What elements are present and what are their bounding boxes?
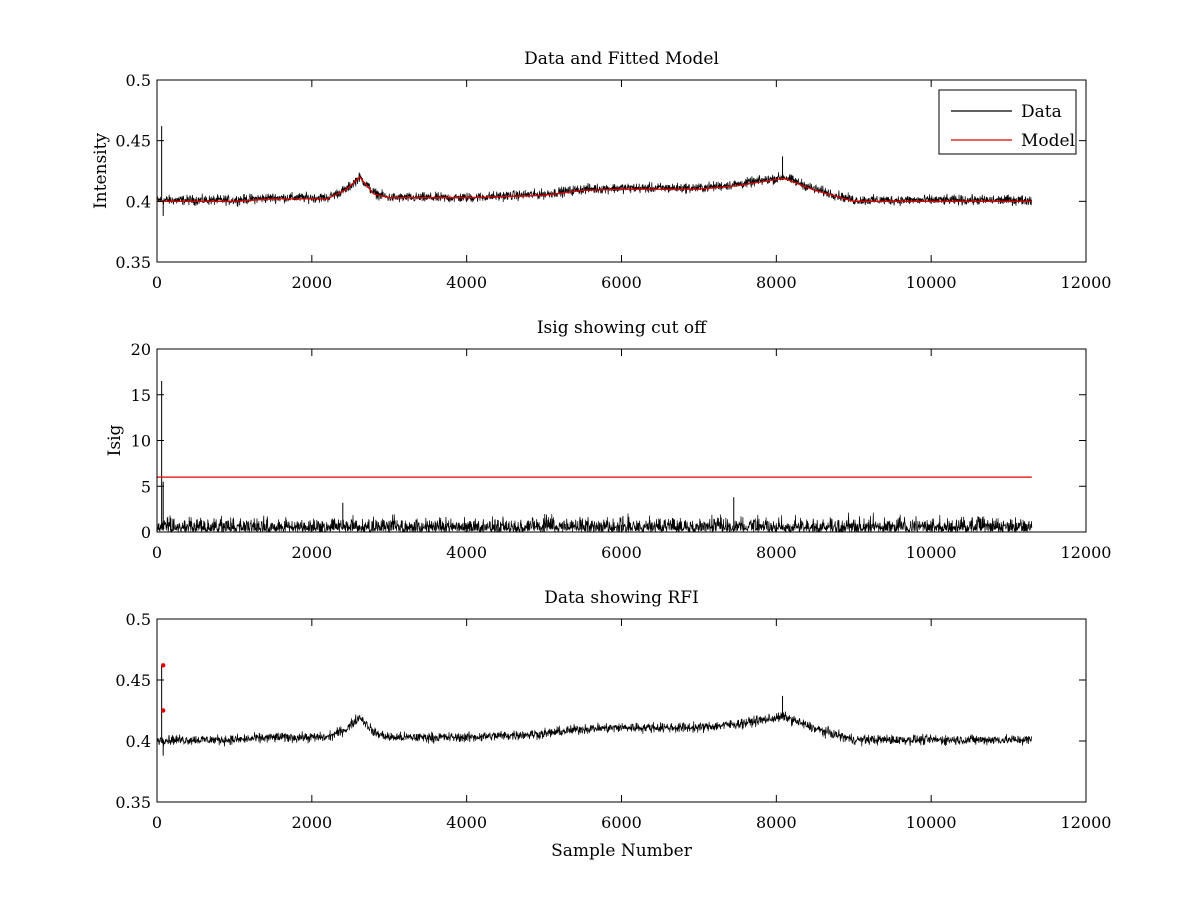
x-tick-label: 4000 [446, 273, 487, 292]
y-tick-label: 0.5 [126, 71, 151, 90]
series-rfi-point [160, 708, 166, 713]
legend-box [938, 89, 1077, 155]
x-tick-label: 8000 [756, 273, 797, 292]
panel-3: Data showing RFI 0 2000 4000 6000 8000 10000 12… [115, 588, 1111, 861]
chart-title: Isig showing cut off [537, 318, 708, 338]
y-tick-label: 15 [131, 386, 151, 405]
chart-title: Data and Fitted Model [524, 49, 719, 69]
series-isig [157, 512, 1033, 532]
plot-area [157, 381, 1033, 532]
x-tick-label: 0 [152, 813, 162, 832]
y-tick-label: 0.4 [126, 192, 151, 211]
x-tick-label: 8000 [756, 543, 797, 562]
y-tick-label: 0 [141, 523, 151, 542]
x-tick-label: 10000 [906, 543, 957, 562]
x-tick-label: 4000 [446, 813, 487, 832]
y-tick-label: 0.35 [115, 793, 151, 812]
x-axis-label: Sample Number [551, 841, 693, 861]
x-tick-label: 0 [152, 273, 162, 292]
y-tick-label: 0.45 [115, 132, 151, 151]
y-tick-label: 0.5 [126, 610, 151, 629]
x-tick-label: 2000 [291, 813, 332, 832]
x-tick-label: 6000 [601, 543, 642, 562]
x-tick-label: 12000 [1061, 273, 1112, 292]
series-model [157, 176, 1032, 202]
y-tick-label: 0.45 [115, 671, 151, 690]
plot-area [157, 663, 1033, 756]
legend: Data Model [938, 89, 1077, 155]
y-tick-label: 0.4 [126, 732, 151, 751]
chart-title: Data showing RFI [544, 588, 699, 608]
series-data [157, 711, 1033, 747]
legend-label: Data [1021, 102, 1062, 122]
x-tick-label: 10000 [906, 813, 957, 832]
plot-area [157, 126, 1032, 216]
y-tick-label: 5 [141, 477, 151, 496]
y-tick-label: 20 [131, 340, 151, 359]
x-tick-label: 4000 [446, 543, 487, 562]
x-tick-label: 8000 [756, 813, 797, 832]
x-tick-label: 10000 [906, 273, 957, 292]
series-rfi-point [160, 663, 166, 668]
x-tick-label: 2000 [291, 543, 332, 562]
y-axis-label: Intensity [91, 133, 111, 209]
x-tick-label: 0 [152, 543, 162, 562]
legend-label: Model [1021, 131, 1075, 151]
x-tick-label: 6000 [601, 273, 642, 292]
x-tick-label: 12000 [1061, 813, 1112, 832]
panel-1: Data and Fitted Model 0 2000 4000 6000 8000 10… [91, 49, 1111, 292]
y-tick-label: 10 [131, 432, 151, 451]
x-tick-label: 2000 [291, 273, 332, 292]
x-tick-label: 12000 [1061, 543, 1112, 562]
y-axis-label: Isig [105, 425, 125, 457]
y-tick-label: 0.35 [115, 253, 151, 272]
x-tick-label: 6000 [601, 813, 642, 832]
